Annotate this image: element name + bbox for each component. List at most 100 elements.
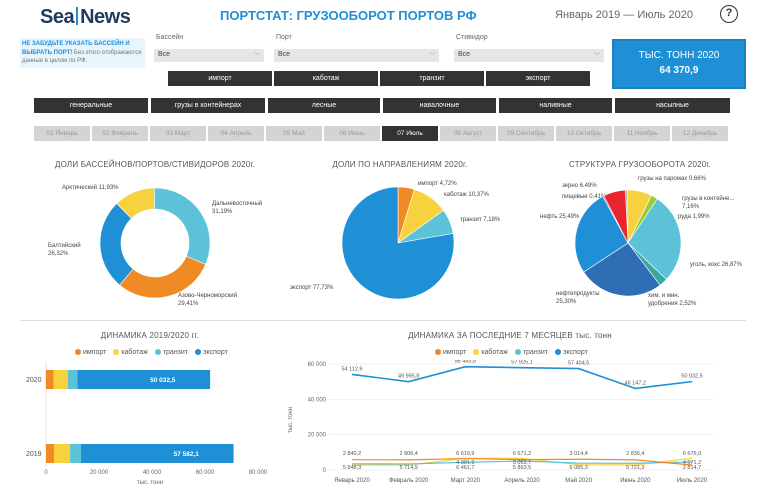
data-label: 3 014,4 <box>569 451 587 457</box>
month-button[interactable]: 03 Март <box>150 126 206 141</box>
cargo-button-loose[interactable]: насыпные <box>615 98 730 113</box>
direction-button-transit[interactable]: транзит <box>380 71 484 86</box>
data-label: 2 840,2 <box>343 451 361 457</box>
chevron-down-icon: ⌵ <box>254 50 260 57</box>
month-button[interactable]: 06 Июнь <box>324 126 380 141</box>
legend-export: экспорт <box>202 349 228 356</box>
series-line[interactable] <box>351 457 693 466</box>
month-button[interactable]: 12 Декабрь <box>672 126 728 141</box>
month-button[interactable]: 02 Февраль <box>92 126 148 141</box>
pie-slice[interactable] <box>154 187 211 265</box>
label-dir-transit: транзит 7,18% <box>460 217 501 223</box>
cargo-button-timber[interactable]: лесные <box>268 98 380 113</box>
bar-segment[interactable] <box>46 444 54 463</box>
pie-slice[interactable] <box>574 196 629 273</box>
period-label: Январь 2019 — Июль 2020 <box>555 9 693 21</box>
stevedore-label: Стивидор <box>456 34 488 41</box>
bar-segment[interactable] <box>70 444 81 463</box>
directions-pie <box>341 186 455 300</box>
data-label: 5 848,3 <box>343 465 361 471</box>
kpi-title: ТЫС. ТОНН 2020 <box>638 50 720 61</box>
label-grain: зерно 6,49% <box>562 183 597 189</box>
bar-segment[interactable] <box>53 444 71 463</box>
pie-slice[interactable] <box>341 186 455 300</box>
basin-value: Все <box>158 51 171 58</box>
month-button[interactable]: 08 Август <box>440 126 496 141</box>
cargo-button-general[interactable]: генеральные <box>34 98 148 113</box>
legend-dot-transit <box>154 349 161 355</box>
month-button[interactable]: 05 Май <box>266 126 322 141</box>
direction-button-export[interactable]: экспорт <box>486 71 590 86</box>
label-arctic: Арктический 11,93% <box>62 185 119 191</box>
data-label: 5 721,3 <box>626 465 644 471</box>
month-button[interactable]: 01 Январь <box>34 126 90 141</box>
stevedore-select[interactable]: Все ⌵ <box>454 49 604 62</box>
legend-import: импорт <box>443 349 467 356</box>
kpi-value: 64 370,9 <box>659 65 699 76</box>
pie-slice[interactable] <box>603 189 629 244</box>
x-tick-label: 20 000 <box>90 470 109 476</box>
data-label: 5 863,5 <box>513 465 531 471</box>
port-label: Порт <box>276 34 292 41</box>
bar-segment[interactable] <box>46 370 54 389</box>
bar-segment[interactable] <box>67 370 78 389</box>
label-oil-products: нефтепродукты 25,30% <box>556 291 600 305</box>
structure-pie <box>574 189 682 297</box>
label-baltic: Балтийский 26,32% <box>48 243 81 257</box>
data-label: 2 814,7 <box>683 465 701 471</box>
legend-import: импорт <box>83 349 107 356</box>
cargo-button-bulk[interactable]: навалочные <box>383 98 496 113</box>
help-icon[interactable]: ? <box>720 5 738 23</box>
x-tick-label: Май 2020 <box>565 477 592 484</box>
month-button[interactable]: 07 Июль <box>382 126 438 141</box>
pie-slice[interactable] <box>119 255 207 299</box>
chevron-down-icon: ⌵ <box>429 50 435 57</box>
bar-segment[interactable] <box>77 370 211 389</box>
x-tick-label: 40 000 <box>143 470 162 476</box>
cargo-button-containers[interactable]: грузы в контейнерах <box>151 98 265 113</box>
label-containers: грузы в контейне... 7,16% <box>682 196 735 210</box>
data-label: 6 461,7 <box>456 465 474 471</box>
pie-slice[interactable] <box>627 198 682 280</box>
basin-select[interactable]: Все ⌵ <box>154 49 264 62</box>
port-select[interactable]: Все ⌵ <box>274 49 439 62</box>
year-legend: импорт каботаж транзит экспорт <box>70 349 228 356</box>
x-tick-label: Июнь 2020 <box>620 478 651 484</box>
month-button[interactable]: 11 Ноябрь <box>614 126 670 141</box>
cargo-button-liquid[interactable]: наливные <box>499 98 612 113</box>
y-axis-label: тыс. тонн <box>288 407 294 433</box>
label-dir-export: экспорт 77,73% <box>290 285 334 291</box>
month-legend: импорт каботаж транзит экспорт <box>430 349 588 356</box>
label-far-east: Дальневосточный 31,19% <box>212 201 263 215</box>
series-line[interactable] <box>351 457 693 466</box>
pie-slice[interactable] <box>99 203 134 286</box>
series-line[interactable] <box>351 460 693 465</box>
y-tick-label: 0 <box>323 468 327 474</box>
bar-segment[interactable] <box>53 370 68 389</box>
data-label: 6 571,2 <box>513 451 531 457</box>
chart-title-directions: ДОЛИ ПО НАПРАВЛЕНИЯМ 2020г. <box>332 160 468 169</box>
legend-export: экспорт <box>562 349 588 356</box>
series-line[interactable] <box>351 365 693 390</box>
month-button[interactable]: 10 Октябрь <box>556 126 612 141</box>
data-label: 54 112,9 <box>341 366 362 372</box>
label-azov: Азово-Черноморский 29,41% <box>178 293 237 307</box>
bar-segment[interactable] <box>80 444 234 463</box>
legend-transit: транзит <box>522 349 549 356</box>
bar-value-label: 50 032,5 <box>150 377 176 384</box>
direction-button-cabotage[interactable]: каботаж <box>274 71 378 86</box>
port-value: Все <box>278 51 291 58</box>
direction-button-import[interactable]: импорт <box>168 71 272 86</box>
x-tick-label: Январь 2020 <box>334 478 370 484</box>
legend-dot-export <box>554 349 561 355</box>
data-label: 2 836,4 <box>626 451 644 457</box>
pie-slice[interactable] <box>583 242 661 297</box>
kpi-card: ТЫС. ТОНН 2020 64 370,9 <box>612 39 746 89</box>
month-button[interactable]: 09 Сентябрь <box>498 126 554 141</box>
bar-value-label: 57 582,1 <box>174 451 200 458</box>
data-label: 4 571,2 <box>683 460 701 466</box>
month-button[interactable]: 04 Апрель <box>208 126 264 141</box>
legend-dot-export <box>194 349 201 355</box>
legend-dot-cabotage <box>113 349 120 355</box>
chart-title-month-dynamics: ДИНАМИКА ЗА ПОСЛЕДНИЕ 7 МЕСЯЦЕВ тыс. тон… <box>408 331 612 340</box>
